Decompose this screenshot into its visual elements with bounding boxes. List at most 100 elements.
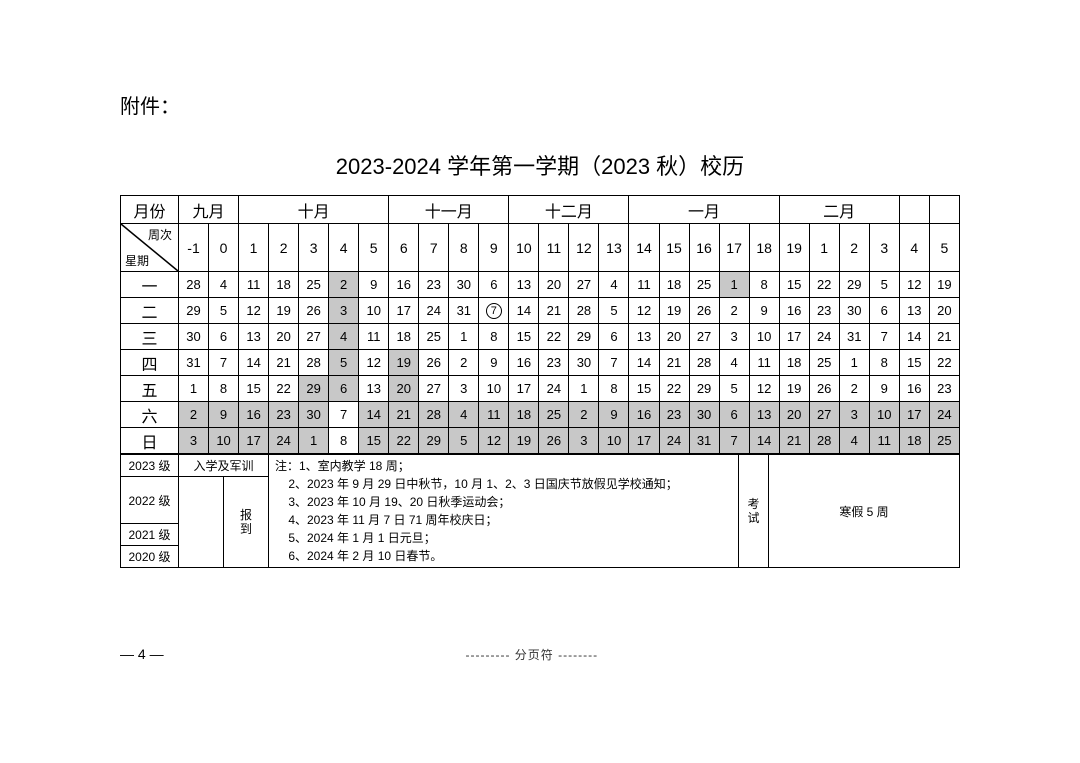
week-number-header: 5 [929,224,959,272]
calendar-cell: 7 [329,402,359,428]
calendar-cell: 9 [209,402,239,428]
calendar-cell: 15 [359,428,389,454]
week-number-header: 2 [839,224,869,272]
calendar-cell: 5 [209,298,239,324]
calendar-cell: 21 [539,298,569,324]
calendar-cell: 2 [179,402,209,428]
calendar-cell: 16 [629,402,659,428]
register-label: 报到 [224,477,269,568]
calendar-cell: 12 [749,376,779,402]
page-footer: — 4 — --------- 分页符 -------- [120,646,960,663]
calendar-cell: 29 [689,376,719,402]
calendar-cell: 6 [479,272,509,298]
calendar-cell: 28 [299,350,329,376]
calendar-cell: 18 [899,428,929,454]
calendar-cell: 3 [329,298,359,324]
calendar-cell: 3 [449,376,479,402]
calendar-cell: 10 [869,402,899,428]
calendar-cell: 19 [929,272,959,298]
diag-top-label: 周次 [148,226,172,243]
calendar-cell: 14 [629,350,659,376]
month-header: 十二月 [509,196,629,224]
calendar-cell: 3 [569,428,599,454]
calendar-cell: 25 [419,324,449,350]
calendar-cell: 2 [329,272,359,298]
calendar-cell: 9 [479,350,509,376]
calendar-cell: 14 [749,428,779,454]
calendar-cell: 29 [839,272,869,298]
calendar-cell: 12 [359,350,389,376]
calendar-cell: 6 [329,376,359,402]
calendar-cell: 22 [269,376,299,402]
week-number-header: 14 [629,224,659,272]
calendar-cell: 12 [239,298,269,324]
calendar-cell: 18 [389,324,419,350]
calendar-cell: 24 [659,428,689,454]
calendar-cell: 1 [719,272,749,298]
week-number-header: 19 [779,224,809,272]
calendar-cell: 28 [809,428,839,454]
calendar-cell: 30 [449,272,479,298]
calendar-cell: 6 [869,298,899,324]
header-month-label: 月份 [121,196,179,224]
week-number-header: 3 [869,224,899,272]
calendar-cell: 23 [419,272,449,298]
week-number-header: 3 [299,224,329,272]
calendar-cell: 21 [269,350,299,376]
calendar-cell: 4 [209,272,239,298]
calendar-cell: 8 [209,376,239,402]
calendar-cell: 28 [179,272,209,298]
week-number-header: 1 [809,224,839,272]
calendar-cell: 13 [239,324,269,350]
calendar-cell: 19 [659,298,689,324]
calendar-cell: 6 [719,402,749,428]
calendar-cell: 30 [689,402,719,428]
calendar-cell: 8 [749,272,779,298]
calendar-cell: 22 [929,350,959,376]
calendar-cell: 15 [629,376,659,402]
calendar-cell: 24 [929,402,959,428]
calendar-cell: 19 [779,376,809,402]
calendar-cell: 18 [659,272,689,298]
week-number-header: 8 [449,224,479,272]
calendar-cell: 23 [539,350,569,376]
calendar-cell: 23 [659,402,689,428]
calendar-cell: 22 [809,272,839,298]
calendar-cell: 1 [179,376,209,402]
calendar-cell: 8 [869,350,899,376]
calendar-cell: 11 [239,272,269,298]
calendar-cell: 16 [779,298,809,324]
month-header: 二月 [779,196,899,224]
calendar-cell: 17 [899,402,929,428]
month-header: 十月 [239,196,389,224]
calendar-cell: 9 [359,272,389,298]
calendar-cell: 20 [659,324,689,350]
calendar-cell: 3 [839,402,869,428]
grade-label: 2020 级 [121,546,179,568]
calendar-cell: 13 [749,402,779,428]
calendar-cell: 21 [779,428,809,454]
dow-label: 三 [121,324,179,350]
calendar-cell: 15 [899,350,929,376]
calendar-cell: 1 [449,324,479,350]
calendar-cell: 14 [509,298,539,324]
calendar-cell: 13 [629,324,659,350]
week-number-header: 15 [659,224,689,272]
week-number-header: 16 [689,224,719,272]
week-number-header: 17 [719,224,749,272]
week-number-header: 6 [389,224,419,272]
calendar-cell: 23 [809,298,839,324]
calendar-cell: 25 [539,402,569,428]
calendar-cell: 8 [599,376,629,402]
calendar-cell: 17 [779,324,809,350]
month-header: 九月 [179,196,239,224]
calendar-cell: 17 [629,428,659,454]
calendar-cell: 4 [329,324,359,350]
calendar-cell: 29 [179,298,209,324]
calendar-cell: 11 [479,402,509,428]
calendar-cell: 6 [599,324,629,350]
calendar-cell: 22 [389,428,419,454]
calendar-cell: 7 [479,298,509,324]
grade-label: 2022 级 [121,477,179,524]
calendar-cell: 2 [839,376,869,402]
